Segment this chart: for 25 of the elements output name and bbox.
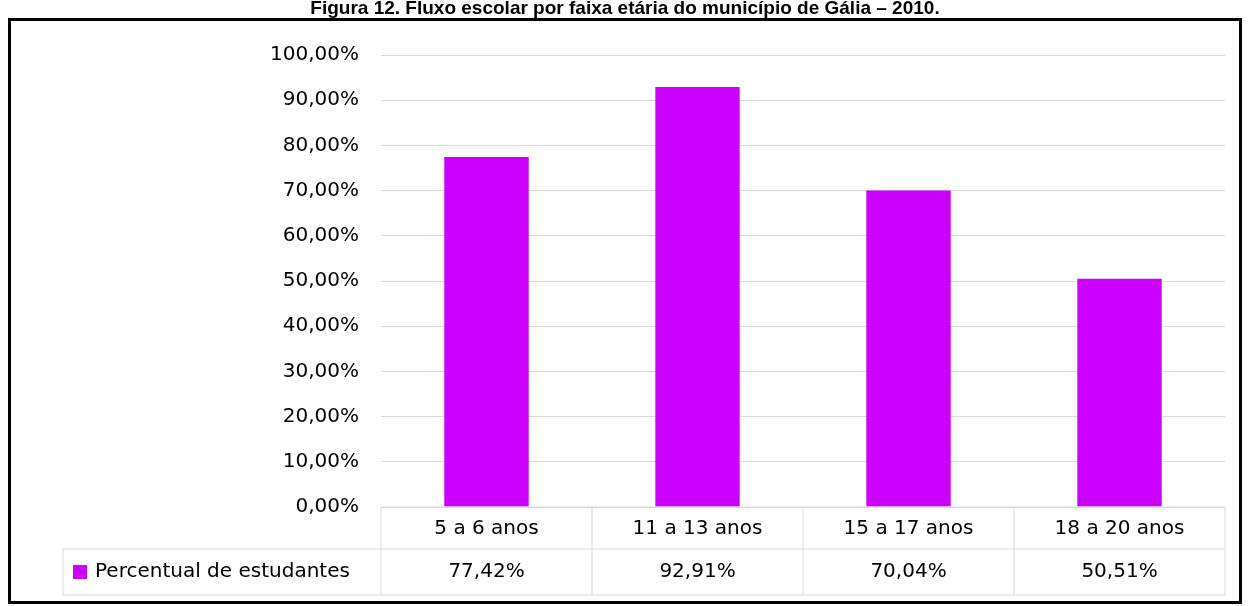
y-tick-label: 80,00% <box>282 131 359 156</box>
bar <box>655 87 740 507</box>
y-tick-label: 10,00% <box>282 448 359 472</box>
y-tick-label: 20,00% <box>282 402 359 427</box>
bar <box>866 190 951 507</box>
bar <box>444 157 529 507</box>
legend-label: Percentual de estudantes <box>95 558 350 583</box>
y-tick-label: 60,00% <box>282 222 359 246</box>
data-label: 92,91% <box>659 558 736 583</box>
x-tick-label: 18 a 20 anos <box>1054 515 1185 540</box>
y-tick-label: 70,00% <box>282 176 359 201</box>
data-label: 50,51% <box>1081 558 1158 583</box>
x-tick-label: 15 a 17 anos <box>843 515 974 540</box>
bar <box>1077 278 1162 507</box>
y-tick-label: 50,00% <box>282 267 359 292</box>
y-tick-label: 100,00% <box>270 41 359 66</box>
data-label: 70,04% <box>870 558 947 583</box>
data-label: 77,42% <box>448 558 525 583</box>
y-tick-label: 90,00% <box>282 86 359 111</box>
chart-title: Figura 12. Fluxo escolar por faixa etária do município de Gália – 2010. <box>309 0 941 18</box>
y-tick-label: 0,00% <box>295 493 359 518</box>
x-tick-label: 11 a 13 anos <box>632 515 763 540</box>
x-tick-label: 5 a 6 anos <box>434 515 539 540</box>
y-tick-label: 30,00% <box>282 357 359 382</box>
y-tick-label: 40,00% <box>282 312 359 337</box>
